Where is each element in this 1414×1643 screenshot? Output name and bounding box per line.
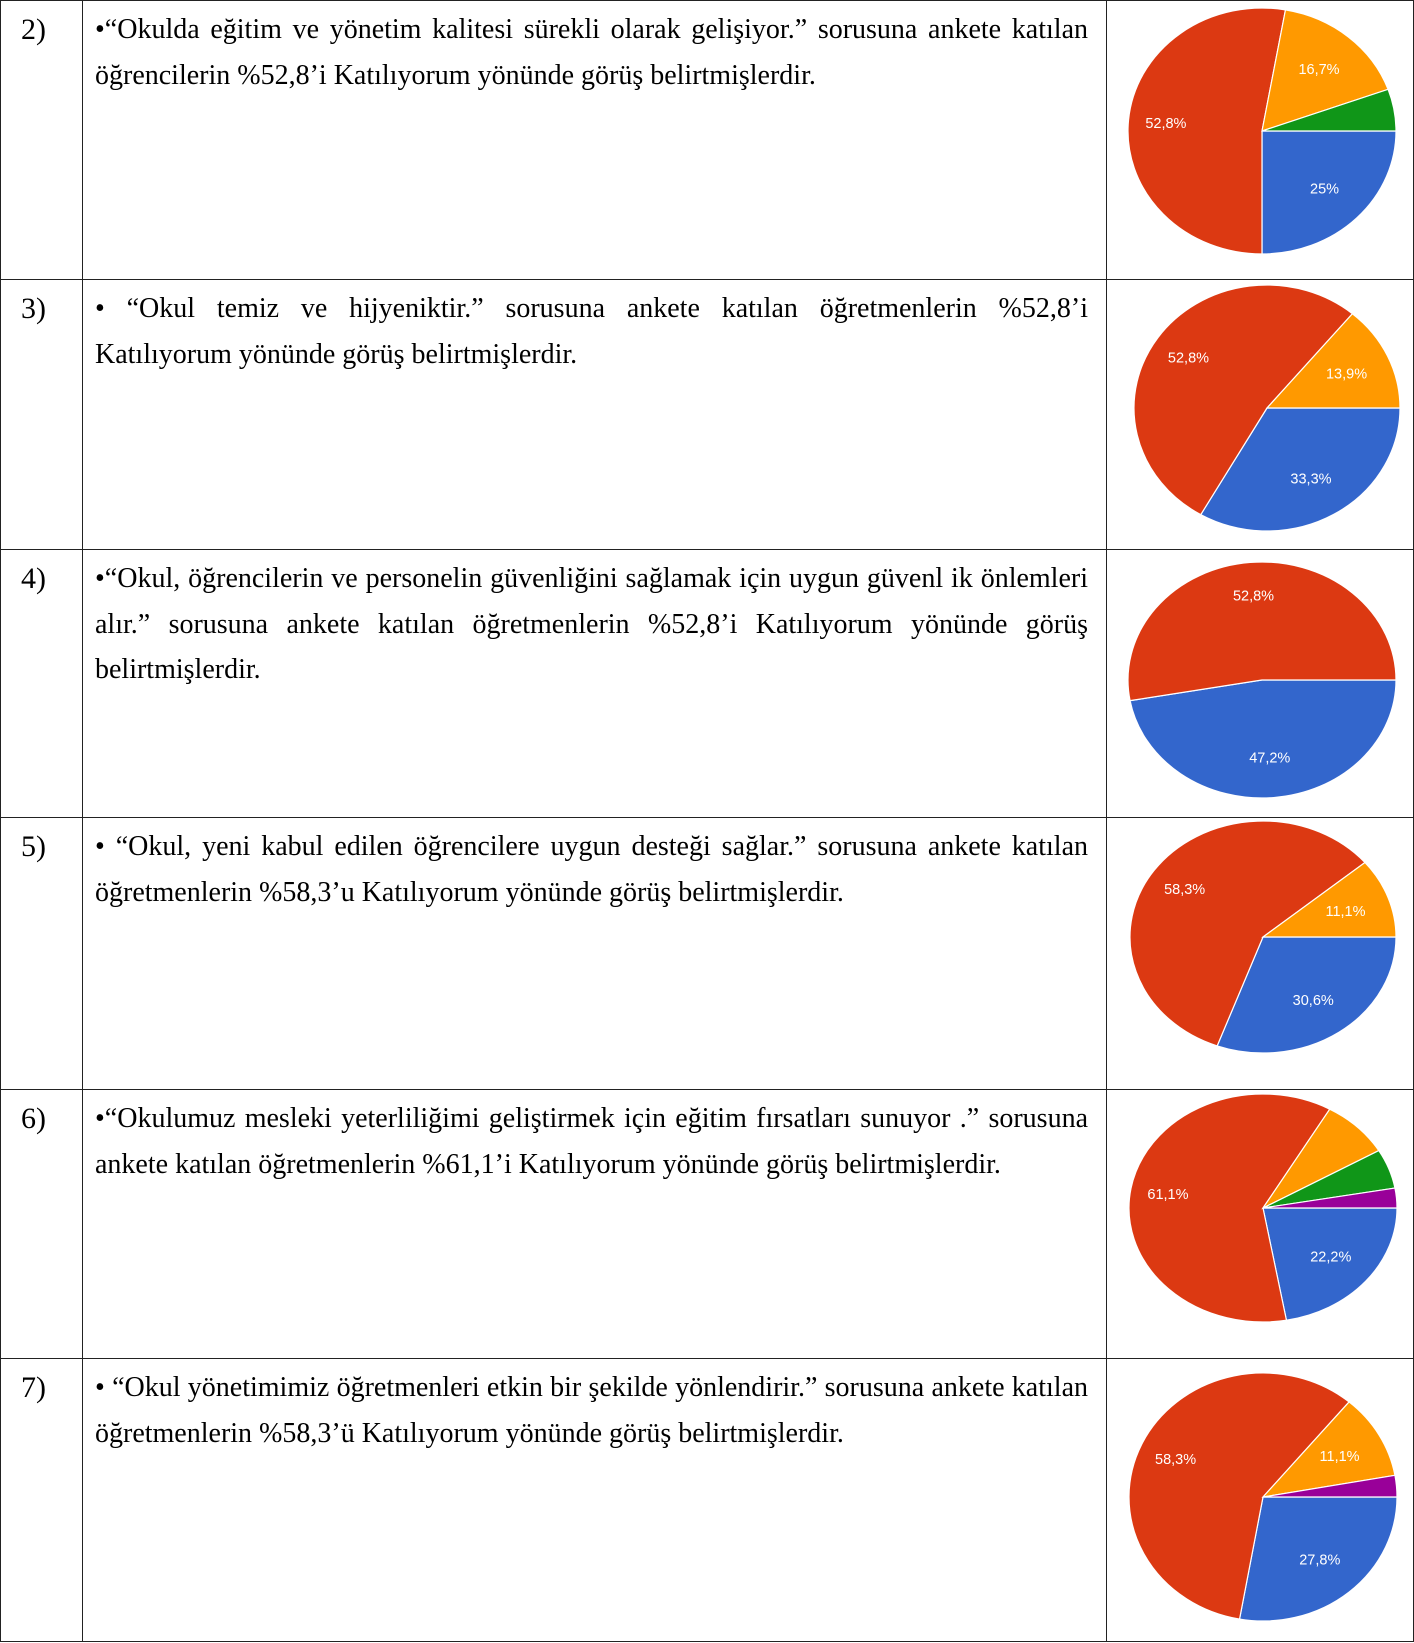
pie-slice: [1129, 820, 1366, 1047]
pie-slice: [1133, 284, 1354, 516]
slice-label: 25%: [1310, 181, 1339, 197]
row-number: 6): [0, 1089, 83, 1359]
pie-slice: [1127, 561, 1397, 702]
chart-cell: 27,8% 58,3% 11,1%: [1106, 1358, 1414, 1642]
table-row: 2) •“Okulda eğitim ve yönetim kalitesi s…: [0, 0, 1414, 280]
row-number: 4): [0, 549, 83, 818]
table-row: 3) • “Okul temiz ve hijyeniktir.” sorusu…: [0, 279, 1414, 550]
slice-label: 11,1%: [1325, 904, 1365, 920]
pie-chart: 33,3% 52,8% 13,9%: [1133, 284, 1401, 532]
slice-label: 22,2%: [1310, 1249, 1351, 1265]
slice-label: 61,1%: [1147, 1187, 1188, 1203]
pie-chart: 27,8% 58,3% 11,1%: [1128, 1372, 1398, 1622]
pie-slice: [1262, 1187, 1398, 1209]
row-text: • “Okul, yeni kabul edilen öğrencilere u…: [82, 817, 1107, 1090]
row-number: 5): [0, 817, 83, 1090]
pie-slice: [1261, 861, 1397, 938]
pie-chart: 25% 52,8% 16,7%: [1127, 7, 1397, 255]
pie-chart: 30,6% 58,3% 11,1%: [1129, 820, 1397, 1054]
pie-slice: [1128, 1093, 1331, 1323]
pie-slice: [1261, 88, 1397, 132]
pie-slice: [1199, 407, 1401, 532]
table-row: 5) • “Okul, yeni kabul edilen öğrenciler…: [0, 817, 1414, 1090]
slice-label: 58,3%: [1164, 882, 1205, 898]
row-text: • “Okul temiz ve hijyeniktir.” sorusuna …: [82, 279, 1107, 550]
pie-chart: 47,2% 52,8%: [1127, 561, 1397, 799]
table-row: 6) •“Okulumuz mesleki yeterliliğimi geli…: [0, 1089, 1414, 1359]
slice-label: 30,6%: [1293, 993, 1334, 1009]
chart-cell: 22,2% 61,1%: [1106, 1089, 1414, 1359]
chart-cell: 47,2% 52,8%: [1106, 549, 1414, 818]
slice-label: 11,1%: [1320, 1449, 1360, 1465]
pie-slice: [1261, 1401, 1396, 1498]
pie-slice: [1129, 679, 1397, 799]
slice-label: 27,8%: [1299, 1553, 1340, 1569]
table-row: 7) • “Okul yönetimimiz öğretmenleri etki…: [0, 1358, 1414, 1642]
slice-label: 52,8%: [1233, 588, 1274, 604]
pie-slice: [1238, 1496, 1398, 1622]
row-text: •“Okul, öğrencilerin ve personelin güven…: [82, 549, 1107, 818]
chart-cell: 33,3% 52,8% 13,9%: [1106, 279, 1414, 550]
pie-slice: [1265, 312, 1401, 409]
row-number: 2): [0, 0, 83, 280]
pie-slice: [1262, 1207, 1398, 1321]
slice-label: 58,3%: [1155, 1452, 1196, 1468]
pie-slice: [1262, 1474, 1398, 1498]
row-number: 3): [0, 279, 83, 550]
pie-slice: [1127, 7, 1287, 255]
slice-label: 52,8%: [1145, 116, 1186, 132]
row-text: •“Okulda eğitim ve yönetim kalitesi süre…: [82, 0, 1107, 280]
table-row: 4) •“Okul, öğrencilerin ve personelin gü…: [0, 549, 1414, 818]
chart-cell: 25% 52,8% 16,7%: [1106, 0, 1414, 280]
slice-label: 52,8%: [1168, 350, 1209, 366]
row-number: 7): [0, 1358, 83, 1642]
slice-label: 16,7%: [1298, 62, 1339, 78]
slice-label: 47,2%: [1249, 751, 1290, 767]
pie-chart: 22,2% 61,1%: [1128, 1093, 1398, 1323]
chart-cell: 30,6% 58,3% 11,1%: [1106, 817, 1414, 1090]
slice-label: 13,9%: [1326, 367, 1367, 383]
pie-slice: [1128, 1372, 1350, 1620]
pie-slice: [1261, 9, 1389, 132]
slice-label: 33,3%: [1290, 471, 1331, 487]
pie-slice: [1261, 130, 1397, 255]
row-text: •“Okulumuz mesleki yeterliliğimi gelişti…: [82, 1089, 1107, 1359]
pie-slice: [1216, 936, 1397, 1054]
row-text: • “Okul yönetimimiz öğretmenleri etkin b…: [82, 1358, 1107, 1642]
